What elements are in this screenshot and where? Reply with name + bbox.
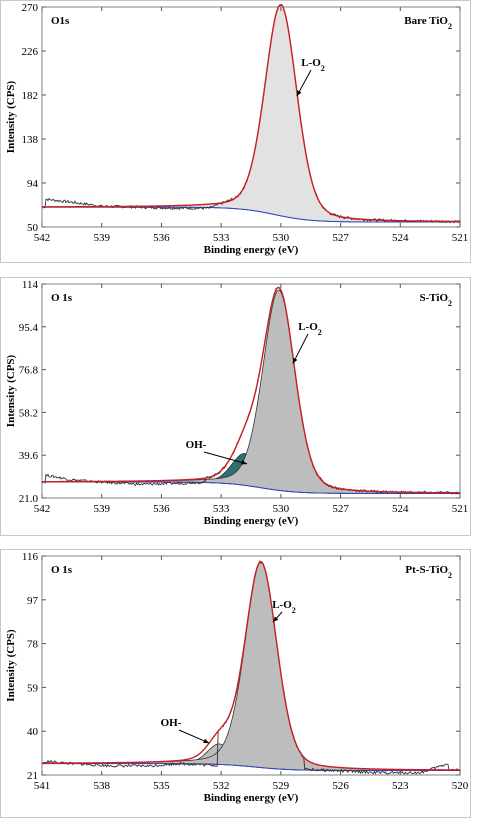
peak-annotation-label: L-O2 bbox=[301, 57, 325, 73]
y-tick-label: 114 bbox=[22, 279, 39, 291]
y-axis-label: Intensity (CPS) bbox=[5, 80, 17, 153]
panel-border bbox=[0, 0, 471, 263]
x-tick-label: 533 bbox=[213, 503, 230, 515]
peak-annotation-label: L-O2 bbox=[298, 321, 322, 337]
y-tick-label: 21 bbox=[27, 770, 38, 782]
spectrum-region-label: O 1s bbox=[51, 564, 73, 576]
sample-label: S-TiO2 bbox=[419, 292, 452, 308]
annotation-arrow-head bbox=[296, 90, 302, 97]
y-tick-label: 50 bbox=[27, 222, 39, 234]
background-line bbox=[42, 481, 460, 494]
x-tick-label: 539 bbox=[93, 232, 110, 244]
y-tick-label: 138 bbox=[22, 134, 39, 146]
y-tick-label: 39.6 bbox=[19, 450, 39, 462]
x-tick-label: 536 bbox=[153, 232, 170, 244]
x-tick-label: 542 bbox=[34, 503, 51, 515]
y-tick-label: 182 bbox=[22, 90, 39, 102]
y-tick-label: 95.4 bbox=[19, 322, 39, 334]
y-tick-label: 226 bbox=[22, 46, 39, 58]
x-tick-label: 530 bbox=[273, 232, 290, 244]
x-axis-label: Binding energy (eV) bbox=[204, 792, 299, 804]
xps-panel-2: 542 539 536 533 530 527 524 521 21.0 39.6 58.2 76.8… bbox=[0, 277, 471, 536]
x-tick-label: 526 bbox=[332, 780, 349, 792]
x-axis-label: Binding energy (eV) bbox=[204, 244, 299, 256]
peak-annotation-label: OH- bbox=[186, 439, 207, 451]
y-tick-label: 78 bbox=[27, 639, 39, 651]
y-axis-label: Intensity (CPS) bbox=[5, 354, 17, 427]
x-tick-label: 527 bbox=[332, 503, 349, 515]
y-tick-label: 116 bbox=[22, 551, 39, 563]
x-tick-label: 523 bbox=[392, 780, 409, 792]
y-tick-label: 21.0 bbox=[19, 493, 39, 505]
annotation-arrow-head bbox=[203, 738, 210, 744]
annotation-arrow-head bbox=[241, 460, 248, 465]
x-tick-label: 524 bbox=[392, 503, 409, 515]
xps-panel-3: 541 538 535 532 529 526 523 520 21 40 59 78 97 116 Bin… bbox=[0, 549, 471, 818]
y-tick-label: 97 bbox=[27, 595, 39, 607]
x-tick-label: 535 bbox=[153, 780, 170, 792]
envelope-line bbox=[42, 560, 460, 771]
panel-border bbox=[0, 549, 471, 818]
panel-border bbox=[0, 277, 471, 536]
x-tick-label: 530 bbox=[273, 503, 290, 515]
sample-label: Bare TiO2 bbox=[404, 15, 452, 31]
background-line bbox=[42, 763, 460, 771]
y-tick-label: 58.2 bbox=[19, 407, 38, 419]
xps-panel-1: 542 539 536 533 530 527 524 521 50 94 138 182 226 270… bbox=[0, 0, 471, 263]
annotation-arrow-line bbox=[203, 451, 248, 465]
y-axis-label: Intensity (CPS) bbox=[5, 629, 17, 702]
plot-area bbox=[41, 283, 461, 499]
x-tick-label: 529 bbox=[273, 780, 290, 792]
x-tick-label: 538 bbox=[93, 780, 110, 792]
y-tick-label: 59 bbox=[27, 682, 39, 694]
x-tick-label: 542 bbox=[34, 232, 51, 244]
x-tick-label: 541 bbox=[34, 780, 51, 792]
spectrum-region-label: O 1s bbox=[51, 292, 73, 304]
peak-annotation-label: OH- bbox=[161, 717, 182, 729]
y-tick-label: 270 bbox=[22, 2, 39, 14]
sample-label: Pt-S-TiO2 bbox=[405, 564, 452, 580]
x-tick-label: 539 bbox=[93, 503, 110, 515]
x-tick-label: 520 bbox=[452, 780, 469, 792]
x-tick-label: 521 bbox=[452, 232, 469, 244]
x-axis-label: Binding energy (eV) bbox=[204, 515, 299, 527]
y-tick-label: 76.8 bbox=[19, 365, 39, 377]
annotation-arrow-line bbox=[292, 333, 309, 364]
y-tick-label: 40 bbox=[27, 726, 39, 738]
annotation-arrow-head bbox=[292, 357, 298, 364]
x-tick-label: 532 bbox=[213, 780, 230, 792]
x-tick-label: 533 bbox=[213, 232, 230, 244]
peak-annotation-label: L-O2 bbox=[272, 599, 296, 615]
x-tick-label: 521 bbox=[452, 503, 469, 515]
envelope-line bbox=[41, 286, 460, 494]
annotation-arrow-head bbox=[272, 616, 279, 623]
spectrum-region-label: O1s bbox=[51, 15, 70, 27]
x-tick-label: 527 bbox=[332, 232, 349, 244]
x-tick-label: 524 bbox=[392, 232, 409, 244]
envelope-line bbox=[42, 4, 460, 223]
x-tick-label: 536 bbox=[153, 503, 170, 515]
y-tick-label: 94 bbox=[27, 178, 39, 190]
